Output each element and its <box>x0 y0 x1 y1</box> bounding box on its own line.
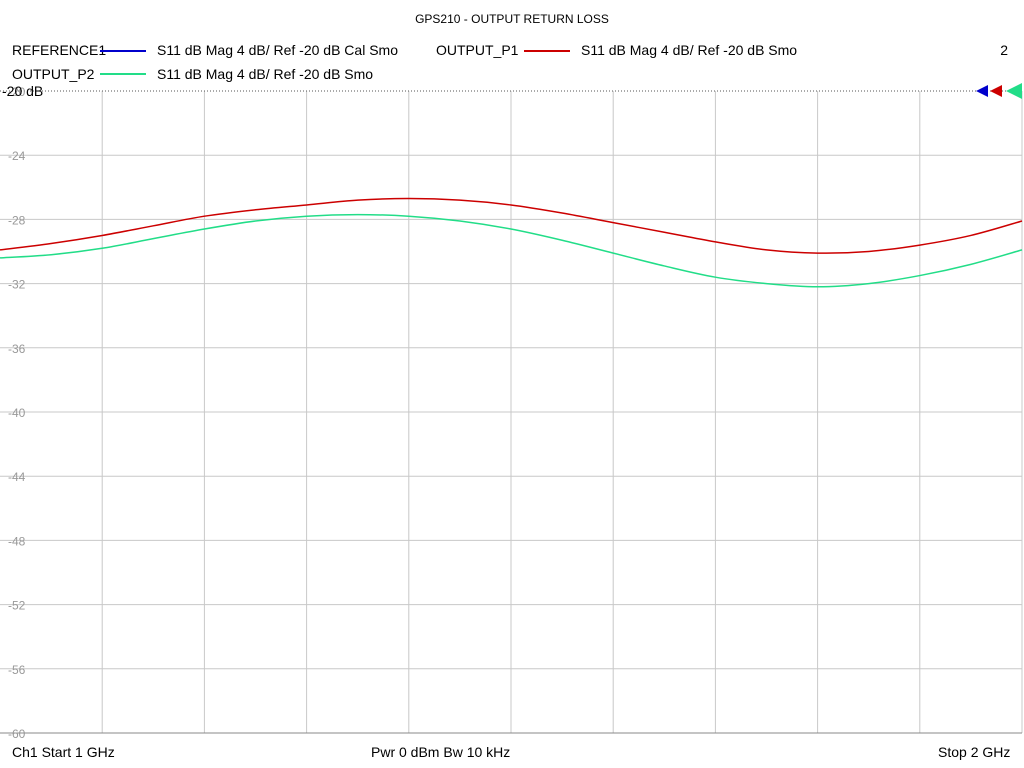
reference-level-label: -20 dB <box>2 83 43 99</box>
y-tick-label: -36 <box>8 342 26 356</box>
channel-number: 2 <box>1000 42 1008 58</box>
y-tick-label: -40 <box>8 406 26 420</box>
series-line-output-p1 <box>0 197 1023 254</box>
y-tick-label: -24 <box>8 149 26 163</box>
y-tick-label: -28 <box>8 213 26 227</box>
legend-swatch <box>100 73 146 75</box>
footer-start: Ch1 Start 1 GHz <box>12 744 115 760</box>
y-tick-label: -60 <box>8 727 26 741</box>
footer-power-bandwidth: Pwr 0 dBm Bw 10 kHz <box>371 744 511 760</box>
legend-series-description: S11 dB Mag 4 dB/ Ref -20 dB Smo <box>157 66 374 82</box>
legend-swatch <box>100 50 146 52</box>
y-tick-label: -20 <box>8 85 26 99</box>
legend-series-name: REFERENCE1 <box>12 42 107 58</box>
footer-stop: Stop 2 GHz <box>938 744 1011 760</box>
y-tick-label: -32 <box>8 278 26 292</box>
reference-marker-icon <box>1006 83 1022 99</box>
reference-marker-icon <box>990 85 1002 97</box>
y-tick-label: -52 <box>8 599 26 613</box>
legend-series-description: S11 dB Mag 4 dB/ Ref -20 dB Cal Smo <box>157 42 398 58</box>
reference-marker-icon <box>976 85 988 97</box>
legend-swatch <box>524 50 570 52</box>
y-tick-label: -48 <box>8 534 26 548</box>
series-line-output-p2 <box>0 213 1023 288</box>
y-tick-label: -44 <box>8 470 26 484</box>
legend-series-description: S11 dB Mag 4 dB/ Ref -20 dB Smo <box>581 42 798 58</box>
legend-series-name: OUTPUT_P2 <box>12 66 95 82</box>
legend-series-name: OUTPUT_P1 <box>436 42 519 58</box>
y-tick-label: -56 <box>8 663 26 677</box>
chart-title: GPS210 - OUTPUT RETURN LOSS <box>415 12 609 26</box>
